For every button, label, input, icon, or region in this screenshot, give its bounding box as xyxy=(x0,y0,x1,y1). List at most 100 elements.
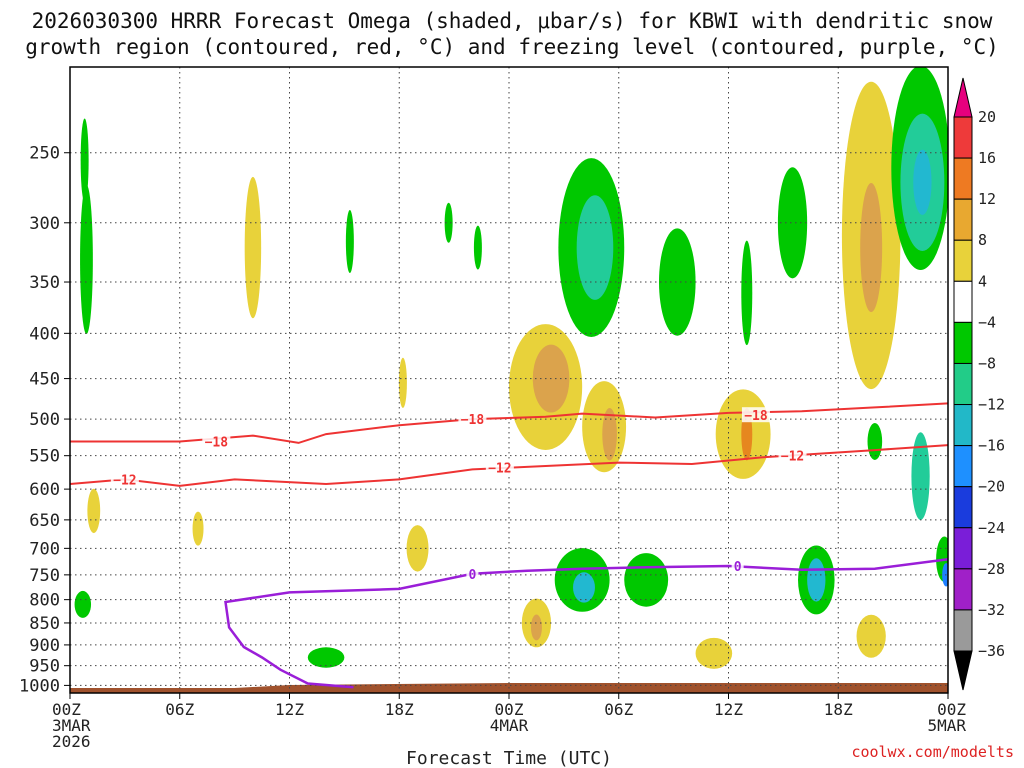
omega-region-green xyxy=(624,553,669,607)
contour-label-bg xyxy=(731,558,744,574)
contour-label-bg xyxy=(110,471,139,487)
colorbar-label: −16 xyxy=(978,437,1005,455)
isotherm-minus12-line xyxy=(69,444,949,487)
contour-label: −12 xyxy=(781,450,804,465)
y-tick-label: 750 xyxy=(29,566,60,586)
x-tick-date-label: 3MAR xyxy=(52,716,91,735)
colorbar-label: 8 xyxy=(978,231,987,249)
chart-title-line-1: 2026030300 HRRR Forecast Omega (shaded, … xyxy=(32,9,993,33)
y-tick-label: 500 xyxy=(29,410,60,430)
colorbar-label: 20 xyxy=(978,108,996,126)
omega-region-green xyxy=(345,210,354,274)
colorbar-label: −28 xyxy=(978,560,1005,578)
omega-region-yellow xyxy=(398,357,407,408)
omega-region-gold xyxy=(860,183,883,313)
colorbar-cell xyxy=(953,609,973,652)
colorbar-label: −20 xyxy=(978,478,1005,496)
x-tick-date-label: 5MAR xyxy=(927,716,966,735)
colorbar-bottom-triangle xyxy=(953,650,973,691)
colorbar-label: −12 xyxy=(978,396,1005,414)
omega-region-yellow xyxy=(244,176,262,319)
colorbar-label: 16 xyxy=(978,149,996,167)
omega-region-green xyxy=(867,422,883,460)
contour-label: −18 xyxy=(205,435,229,450)
x-tick-label: 18Z xyxy=(824,700,853,719)
grid-lines xyxy=(69,67,949,693)
contour-label: 0 xyxy=(469,568,477,583)
colorbar-cell xyxy=(953,486,973,529)
omega-region-yellow xyxy=(695,637,733,669)
omega-region-green xyxy=(473,225,482,270)
colorbar-label: −36 xyxy=(978,642,1005,660)
x-tick-date-label: 2026 xyxy=(52,732,91,751)
temperature-contours xyxy=(69,402,949,689)
y-tick-label: 600 xyxy=(29,480,60,500)
isotherm-minus18-line xyxy=(70,402,949,444)
colorbar-label: 4 xyxy=(978,272,987,290)
omega-region-green xyxy=(74,590,92,618)
contour-label-bg xyxy=(778,447,807,463)
colorbar-cell xyxy=(953,527,973,570)
colorbar: 20 16 12 8 4 −4 −8 −12 −16 −20 −24 −28 −32 −36 xyxy=(953,77,1005,691)
omega-region-green xyxy=(444,202,453,243)
y-axis-ticks: 2503003504004505005506006507007508008509… xyxy=(19,144,70,696)
x-tick-label: 06Z xyxy=(604,700,633,719)
omega-region-cyan xyxy=(913,149,932,215)
colorbar-cell xyxy=(953,157,973,200)
omega-region-yellow xyxy=(87,488,101,534)
omega-region-green xyxy=(741,240,753,346)
x-tick-label: 12Z xyxy=(275,700,304,719)
omega-shading xyxy=(74,67,948,669)
contour-label-bg xyxy=(466,565,479,581)
colorbar-cell xyxy=(953,280,973,323)
colorbar-cell xyxy=(953,568,973,611)
omega-region-yellow xyxy=(192,511,204,546)
omega-region-green xyxy=(777,167,808,279)
contour-label: −12 xyxy=(488,461,511,476)
omega-region-gold xyxy=(530,614,542,641)
omega-region-green xyxy=(80,184,93,335)
y-tick-label: 450 xyxy=(29,370,60,390)
omega-region-teal xyxy=(911,432,930,520)
y-tick-label: 550 xyxy=(29,447,60,467)
y-tick-label: 250 xyxy=(29,144,60,164)
y-tick-label: 700 xyxy=(29,539,60,559)
y-tick-label: 950 xyxy=(29,657,60,677)
omega-region-cyan xyxy=(807,558,826,602)
colorbar-cell xyxy=(953,116,973,159)
y-tick-label: 300 xyxy=(29,214,60,234)
colorbar-label: 12 xyxy=(978,190,996,208)
contour-label: −18 xyxy=(744,409,768,424)
omega-region-green xyxy=(80,118,89,203)
omega-region-yellow xyxy=(856,614,886,658)
x-tick-label: 06Z xyxy=(165,700,194,719)
omega-region-gold xyxy=(602,407,617,461)
contour-label-bg xyxy=(485,459,514,475)
y-tick-label: 850 xyxy=(29,614,60,634)
colorbar-cell xyxy=(953,404,973,447)
colorbar-cell xyxy=(953,445,973,488)
colorbar-label: −4 xyxy=(978,313,996,331)
y-tick-label: 400 xyxy=(29,324,60,344)
x-tick-label: 18Z xyxy=(385,700,414,719)
x-tick-label: 00Z xyxy=(52,700,81,719)
chart-title-line-2: growth region (contoured, red, °C) and f… xyxy=(25,35,999,59)
omega-region-teal xyxy=(576,195,614,300)
x-tick-label: 12Z xyxy=(714,700,743,719)
omega-region-yellow xyxy=(406,525,429,572)
omega-region-green xyxy=(307,647,345,668)
colorbar-label: −32 xyxy=(978,601,1005,619)
x-tick-date-label: 4MAR xyxy=(490,716,529,735)
colorbar-label: −24 xyxy=(978,519,1005,537)
contour-label: −12 xyxy=(113,473,136,488)
credit-text: coolwx.com/modelts xyxy=(851,743,1014,761)
y-tick-label: 350 xyxy=(29,273,60,293)
y-tick-label: 650 xyxy=(29,511,60,531)
contour-label-bg xyxy=(458,411,487,427)
omega-region-green xyxy=(658,228,696,336)
contour-label: −18 xyxy=(461,413,485,428)
y-tick-label: 1000 xyxy=(19,676,60,696)
x-axis-label: Forecast Time (UTC) xyxy=(406,748,612,768)
